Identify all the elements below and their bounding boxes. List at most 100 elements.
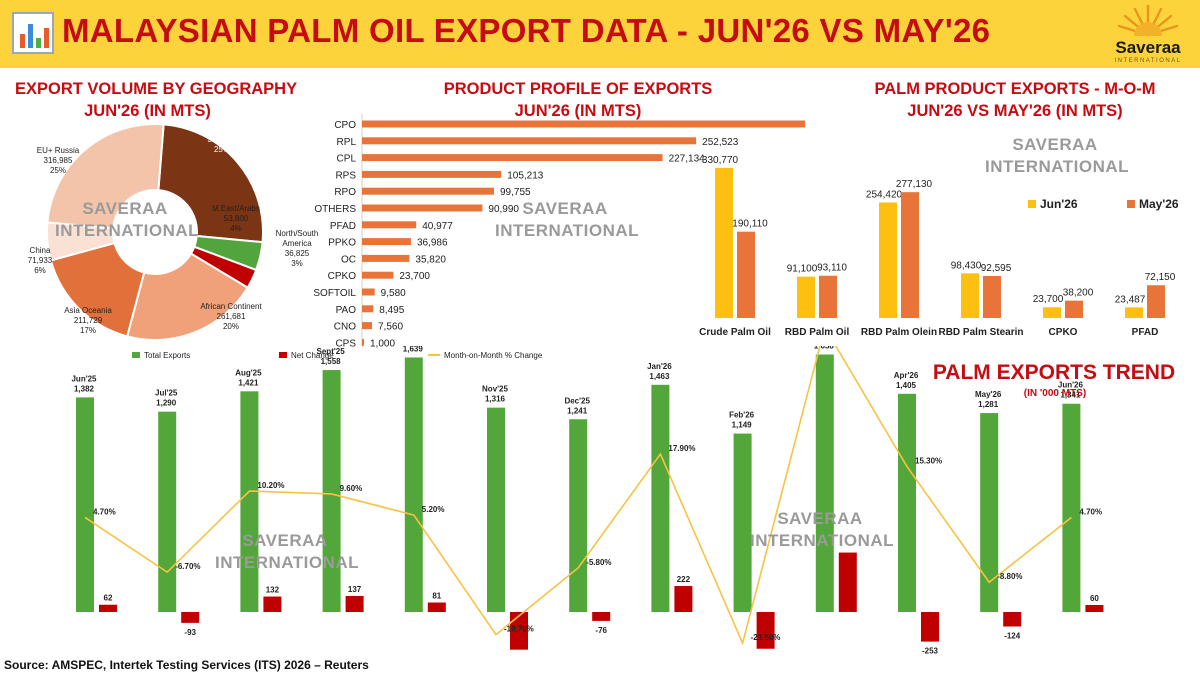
pie-label: India xyxy=(213,125,231,134)
mom-bar-jun-26-cpko xyxy=(1043,307,1061,318)
trend-title: PALM EXPORTS TREND xyxy=(932,361,1176,384)
product-category-label: RPO xyxy=(334,187,356,198)
pie-label: African Continent xyxy=(200,302,262,311)
trend-pct-label: -21.50% xyxy=(751,633,781,642)
trend-total-label: 1,658 xyxy=(814,346,835,351)
trend-net-bar-jun-26 xyxy=(1085,604,1104,612)
trend-total-bar-nov-25 xyxy=(487,407,505,612)
product-category-label: OTHERS xyxy=(314,204,356,215)
mom-bar-jun-26-rbd-palm-oil xyxy=(797,276,815,318)
trend-month-label: Dec'25 xyxy=(564,396,590,405)
trend-total-bar-jul-25 xyxy=(158,411,177,612)
trend-pct-label: 17.90% xyxy=(668,444,695,453)
product-bar-chart: CPO334,773RPL252,523CPL227,134RPS105,213… xyxy=(313,114,805,348)
mom-value-label: 23,487 xyxy=(1115,294,1146,305)
trend-net-bar-may-26 xyxy=(1003,612,1022,627)
mom-value-label: 93,110 xyxy=(817,263,847,274)
trend-total-label: 1,421 xyxy=(238,378,259,387)
product-title-line1: PRODUCT PROFILE OF EXPORTS xyxy=(443,80,713,98)
geo-donut-chart: India321,55325%M.East/Arabs53,8004%North… xyxy=(28,123,319,341)
mom-bar-may-26-rbd-palm-olein xyxy=(901,192,919,318)
trend-month-label: Jul'25 xyxy=(155,389,178,398)
mom-value-label: 254,420 xyxy=(866,189,903,200)
trend-net-bar-jun-25 xyxy=(99,604,117,612)
trend-legend-label: Total Exports xyxy=(144,351,190,360)
trend-month-label: Jan'26 xyxy=(647,362,672,371)
mom-value-label: 38,200 xyxy=(1063,288,1094,299)
trend-net-label: 222 xyxy=(677,575,691,584)
pie-label: North/South xyxy=(276,229,319,238)
mom-bar-jun-26-rbd-palm-olein xyxy=(879,202,897,318)
trend-net-label: 81 xyxy=(432,592,441,601)
mom-title-line1: PALM PRODUCT EXPORTS - M-O-M xyxy=(874,80,1156,98)
product-value-label: 252,523 xyxy=(702,137,739,148)
pie-label: 36,825 xyxy=(285,249,310,258)
trend-total-bar-jun-25 xyxy=(76,397,94,612)
mom-bar-may-26-rbd-palm-stearin xyxy=(983,275,1001,318)
trend-pct-label: 10.20% xyxy=(257,481,284,490)
trend-total-bar-aug-25 xyxy=(240,391,259,612)
product-category-label: CPS xyxy=(335,338,356,348)
mom-value-label: 277,130 xyxy=(896,179,933,190)
product-value-label: 227,134 xyxy=(669,154,706,165)
trend-total-bar-apr-26 xyxy=(898,393,916,612)
trend-total-label: 1,149 xyxy=(732,421,753,430)
pie-label: EU+ Russia xyxy=(37,146,80,155)
trend-total-bar-oct-25 xyxy=(404,357,423,612)
mom-bar-chart: 330,770 190,110 Crude Palm Oil 91,100 93,110… xyxy=(699,155,1179,338)
trend-total-label: 1,341 xyxy=(1060,391,1081,400)
mom-value-label: 330,770 xyxy=(702,155,739,166)
mom-category-label: RBD Palm Stearin xyxy=(938,327,1023,338)
pie-slice-india xyxy=(157,123,264,244)
pie-label: 4% xyxy=(230,224,242,233)
trend-total-label: 1,241 xyxy=(567,406,588,415)
pie-label: 261,681 xyxy=(217,312,246,321)
geo-chart-title: EXPORT VOLUME BY GEOGRAPHY JUN'26 (IN MT… xyxy=(15,78,298,122)
geo-title-line1: EXPORT VOLUME BY GEOGRAPHY xyxy=(15,80,298,98)
product-value-label: 7,560 xyxy=(378,322,403,333)
trend-net-label: -124 xyxy=(1004,632,1021,641)
product-bar-cpko xyxy=(362,271,394,279)
mom-category-label: RBD Palm Olein xyxy=(861,327,937,338)
trend-month-label: Nov'25 xyxy=(482,385,508,394)
product-category-label: PAO xyxy=(336,305,357,316)
trend-net-bar-nov-25 xyxy=(510,612,528,650)
trend-net-label: 137 xyxy=(348,585,362,594)
product-value-label: 36,986 xyxy=(417,238,448,249)
pie-label: 321,553 xyxy=(208,135,237,144)
mom-value-label: 98,430 xyxy=(951,260,982,271)
mom-legend-label: May'26 xyxy=(1139,197,1179,211)
product-bar-pfad xyxy=(362,221,417,229)
pie-slice-african-continent xyxy=(125,252,249,341)
product-category-label: PPKO xyxy=(328,238,356,249)
mom-value-label: 92,595 xyxy=(981,263,1012,274)
product-value-label: 23,700 xyxy=(399,271,430,282)
trend-total-label: 1,405 xyxy=(896,381,917,390)
trend-net-bar-jul-25 xyxy=(181,612,200,623)
pie-label: 316,985 xyxy=(44,156,73,165)
mom-title-line2: JUN'26 VS MAY'26 (IN MTS) xyxy=(907,102,1123,120)
logo: Saveraa INTERNATIONAL xyxy=(1100,2,1196,66)
trend-net-bar-jan-26 xyxy=(674,586,693,612)
product-title-line2: JUN'26 (IN MTS) xyxy=(514,102,642,120)
trend-total-bar-feb-26 xyxy=(733,433,752,612)
pie-label: 211,729 xyxy=(74,316,103,325)
mom-bar-jun-26-rbd-palm-stearin xyxy=(961,273,979,318)
trend-net-bar-mar-26 xyxy=(838,552,857,612)
trend-pct-label: -19.70% xyxy=(504,625,534,634)
trend-legend-swatch-net-change xyxy=(279,352,287,358)
trend-total-label: 1,290 xyxy=(156,399,177,408)
mom-value-label: 72,150 xyxy=(1145,272,1176,283)
product-category-label: RPS xyxy=(335,170,356,181)
trend-total-bar-mar-26 xyxy=(815,354,834,612)
mom-category-label: CPKO xyxy=(1049,327,1078,338)
trend-pct-label: -6.70% xyxy=(175,562,200,571)
trend-pct-label: 15.30% xyxy=(915,457,942,466)
pie-label: 3% xyxy=(291,259,303,268)
mom-legend-label: Jun'26 xyxy=(1040,197,1078,211)
trend-legend-swatch-total-exports xyxy=(132,352,140,358)
mom-value-label: 190,110 xyxy=(732,219,768,230)
trend-total-bar-jun-26 xyxy=(1062,403,1081,612)
product-category-label: RPL xyxy=(337,137,357,148)
product-bar-rpl xyxy=(362,137,697,145)
